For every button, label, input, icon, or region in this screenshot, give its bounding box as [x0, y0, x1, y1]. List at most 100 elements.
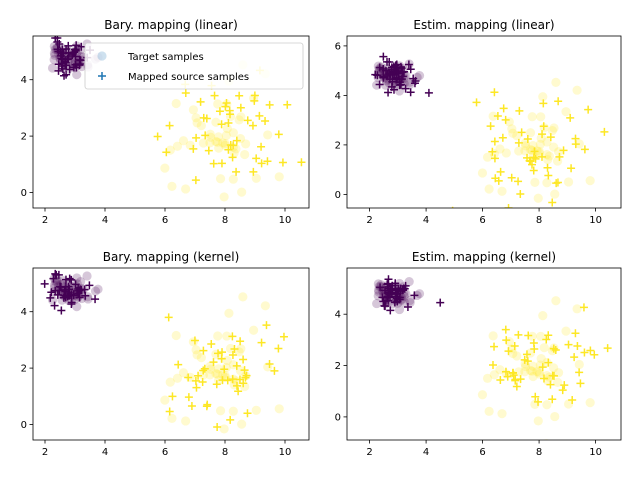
mapped-point: [196, 97, 205, 106]
mapped-point: [514, 177, 523, 186]
mapped-point: [232, 361, 241, 370]
target-point: [49, 54, 59, 65]
target-point: [563, 399, 574, 409]
mapped-point: [555, 152, 564, 161]
target-point: [160, 163, 170, 173]
axes-frame: [32, 267, 310, 441]
mapped-point: [580, 348, 589, 357]
subplot-4: Estim. mapping (kernel) 2 4 6 8 10 0 2 4: [335, 250, 622, 458]
mapped-point: [189, 144, 198, 153]
mapped-point: [187, 402, 196, 411]
plot-area: [40, 269, 288, 459]
mapped-point: [531, 392, 540, 401]
mapped-point: [191, 176, 200, 185]
mapped-point: [241, 373, 250, 382]
mapped-point: [378, 293, 387, 302]
mapped-point: [199, 113, 208, 122]
x-tick-label: 10: [589, 215, 602, 226]
target-point: [240, 149, 250, 160]
mapped-point: [49, 274, 58, 283]
mapped-point: [376, 283, 385, 292]
mapped-point: [194, 371, 203, 380]
mapped-point: [217, 120, 226, 129]
axes-frame: [32, 35, 310, 209]
y-tick-label: 6: [335, 41, 341, 52]
target-point: [372, 298, 382, 309]
legend: Target samples Mapped source samples: [84, 42, 304, 90]
target-point: [504, 337, 514, 347]
mapped-point: [571, 329, 580, 338]
target-point: [191, 113, 201, 123]
target-point: [507, 124, 517, 134]
x-tick-label: 2: [42, 447, 48, 458]
mapped-point: [558, 386, 567, 395]
plot-area: [371, 52, 609, 208]
mapped-point: [531, 154, 540, 163]
target-point: [547, 126, 557, 136]
mapped-point: [65, 65, 74, 74]
target-point: [211, 136, 221, 147]
x-tick-label: 2: [366, 215, 372, 226]
mapped-point: [222, 99, 231, 108]
target-point: [405, 77, 415, 87]
mapped-point: [72, 63, 81, 72]
target-point: [237, 187, 247, 197]
x-tick-label: 4: [423, 447, 429, 458]
mapped-point: [512, 382, 521, 391]
mapped-point: [393, 66, 402, 75]
mapped-point: [436, 298, 445, 307]
mapped-point: [217, 354, 226, 363]
target-point: [235, 365, 246, 376]
mapped-point: [165, 121, 174, 130]
mapped-point: [396, 284, 405, 293]
mapped-point: [584, 105, 593, 114]
mapped-point: [221, 102, 230, 111]
mapped-point: [579, 303, 588, 312]
mapped-point: [503, 372, 512, 381]
mapped-point: [265, 100, 274, 109]
target-point: [205, 370, 215, 380]
mapped-point: [232, 381, 241, 390]
target-point: [544, 372, 554, 382]
mapped-point: [385, 290, 394, 299]
mapped-point: [530, 344, 539, 353]
mapped-point: [517, 128, 526, 137]
target-point: [228, 406, 238, 416]
target-point: [213, 132, 224, 142]
target-point: [489, 370, 499, 380]
target-point: [219, 424, 229, 434]
target-point: [544, 151, 554, 161]
target-point: [520, 367, 530, 377]
target-point: [482, 152, 493, 162]
target-point: [211, 117, 221, 127]
mapped-point: [489, 361, 498, 370]
legend-box: [84, 42, 304, 90]
mapped-point: [406, 65, 415, 74]
mapped-point: [165, 407, 174, 416]
y-tick-label: 0: [21, 420, 27, 431]
target-point: [191, 345, 201, 355]
mapped-point: [580, 145, 589, 154]
target-point: [528, 140, 538, 151]
subplot-1: Bary. mapping (linear) 2 4 6 8 10 0 2 4 Target sa…: [21, 18, 310, 226]
target-point: [520, 146, 530, 156]
mapped-point: [548, 395, 557, 404]
target-point: [542, 400, 552, 410]
target-point: [553, 156, 563, 166]
mapped-point: [396, 62, 405, 71]
target-point: [228, 450, 237, 459]
mapped-point: [153, 132, 162, 141]
mapped-point: [504, 347, 513, 356]
target-point: [561, 326, 571, 336]
mapped-point: [566, 113, 575, 122]
target-point: [535, 139, 545, 149]
target-point: [514, 367, 524, 377]
mapped-point: [424, 88, 433, 97]
mapped-point: [387, 286, 396, 295]
target-point: [198, 138, 208, 148]
target-point: [90, 286, 101, 296]
target-point: [185, 140, 195, 150]
mapped-point: [516, 190, 525, 199]
y-tick-label: 4: [335, 91, 341, 102]
mapped-point: [501, 325, 510, 334]
